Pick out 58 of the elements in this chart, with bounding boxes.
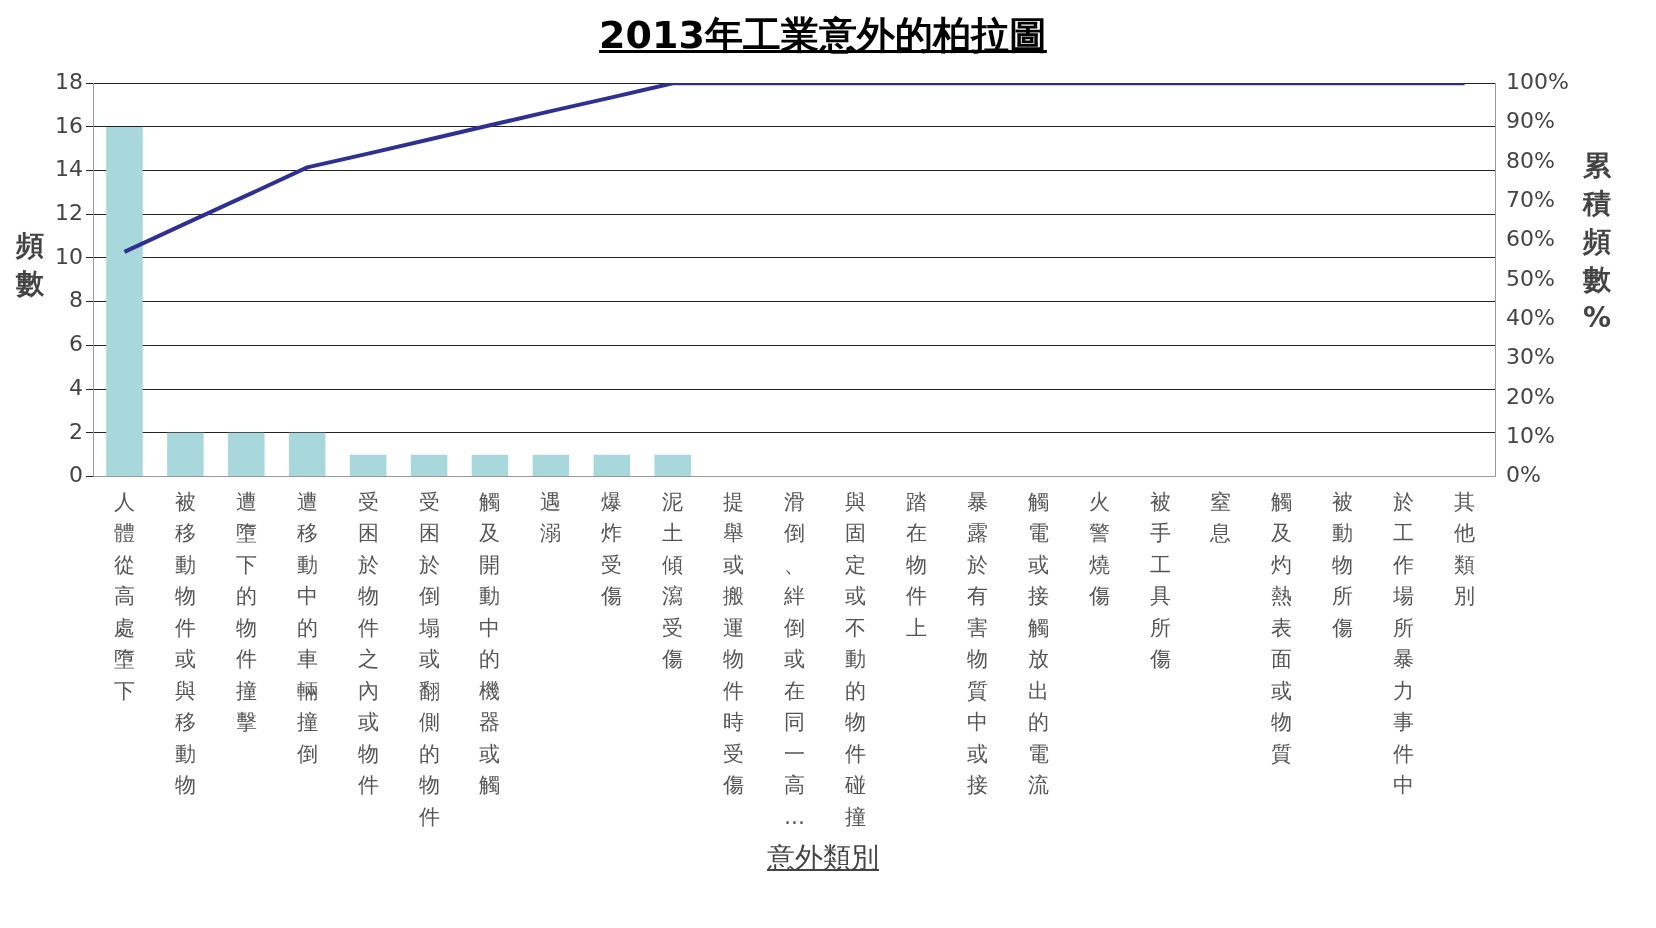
y-tick-label: 18 [54, 68, 83, 94]
category-label: 被移動物件或與移動物 [174, 489, 196, 798]
category-label: 暴露於有害物質中或接 [966, 489, 988, 798]
y2-tick-label: 100% [1506, 68, 1570, 94]
y2-tick-label: 40% [1506, 304, 1556, 330]
y2-tick-label: 60% [1506, 226, 1556, 252]
bar [288, 432, 326, 476]
category-label: 受困於倒塌或翻側的物件 [418, 489, 440, 829]
x-axis-title: 意外類別 [766, 840, 880, 876]
y2-tick-label: 30% [1506, 344, 1556, 370]
category-label: 受困於物件之內或物件 [357, 489, 379, 798]
category-label: 滑倒、絆倒或在同一高… [784, 489, 806, 829]
y-tick-label: 14 [54, 156, 83, 182]
x-tick-label: 遭墮下的物件撞擊 [235, 489, 257, 735]
y-tick-label: 0 [68, 462, 83, 488]
y2-tick-label: 0% [1506, 462, 1542, 488]
y2-tick-label: 70% [1506, 186, 1556, 212]
category-label: 觸及灼熱表面或物質 [1271, 489, 1293, 766]
y-tick-label: 2 [68, 418, 83, 444]
x-tick-label: 泥土傾瀉受傷 [661, 489, 684, 672]
y2-tick-label: 80% [1506, 147, 1556, 173]
x-tick-label: 人體從高處墮下 [113, 489, 135, 703]
x-tick-label: 被動物所傷 [1331, 489, 1354, 640]
x-tick-label: 其他類別 [1454, 489, 1476, 609]
y-tick-label: 6 [68, 331, 83, 357]
x-tick-label: 遇溺 [540, 489, 562, 546]
y-tick-label: 8 [68, 287, 83, 313]
bar [471, 454, 509, 476]
y-axis-title: 頻數 [16, 228, 44, 302]
x-tick-label: 踏在物件上 [905, 489, 927, 640]
y-tick-label: 16 [54, 112, 83, 138]
y2-tick-label: 90% [1506, 108, 1556, 134]
x-tick-label: 爆炸受傷 [600, 489, 623, 609]
bar [228, 432, 265, 476]
bar [349, 454, 387, 476]
y2-tick-label: 10% [1506, 422, 1556, 448]
x-tick-label: 窒息 [1209, 489, 1232, 546]
category-label: 觸及開動中的機器或觸 [479, 489, 501, 798]
x-tick-label: 被手工具所傷 [1148, 489, 1171, 672]
bar [410, 454, 448, 476]
chart-title: 2013年工業意外的柏拉圖 [598, 12, 1048, 59]
y-tick-label: 4 [68, 374, 83, 400]
category-label: 提舉或搬運物件時受傷 [723, 489, 745, 798]
bar [654, 454, 691, 476]
x-tick-label: 火警燒傷 [1087, 489, 1110, 609]
category-label: 於工作場所暴力事件中 [1393, 489, 1415, 798]
y-tick-label: 12 [54, 200, 83, 226]
bar [106, 126, 143, 476]
bar [532, 454, 570, 476]
y-tick-label: 10 [54, 243, 83, 269]
category-label: 遭移動中的車輛撞倒 [296, 489, 318, 766]
category-label: 與固定或不動的物件碰撞 [844, 489, 866, 829]
bar [593, 454, 631, 476]
y2-tick-label: 50% [1506, 265, 1556, 291]
category-label: 觸電或接觸放出的電流 [1027, 489, 1049, 798]
bar [167, 432, 204, 476]
y2-tick-label: 20% [1506, 383, 1556, 409]
y2-axis-title: 累積頻數% [1582, 148, 1612, 336]
